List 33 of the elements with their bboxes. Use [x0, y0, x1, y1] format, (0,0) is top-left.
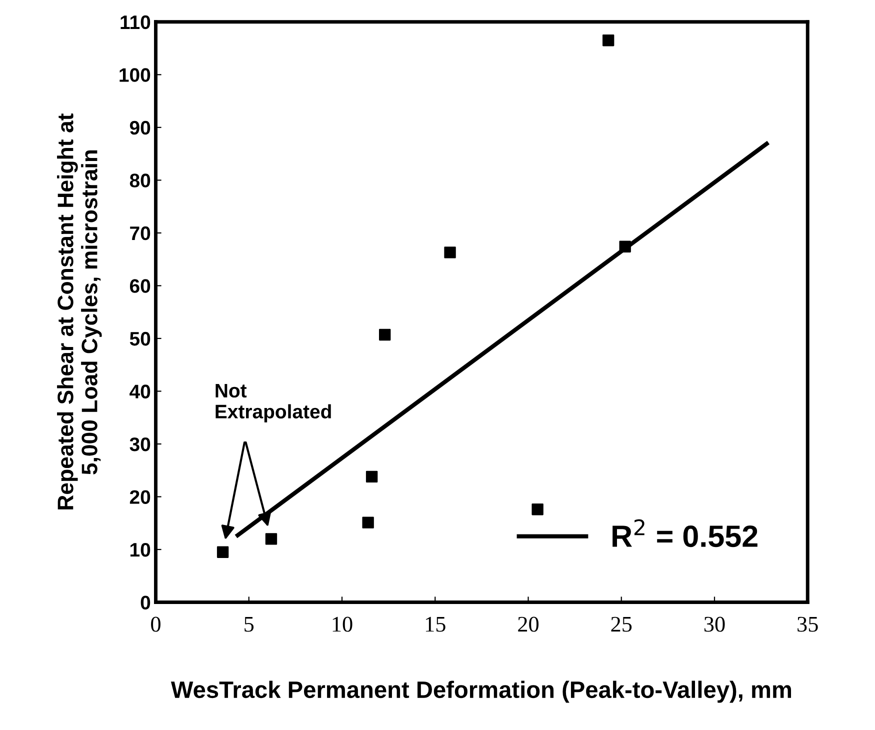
legend-label: R$^{2}$ = 0.552 — [612, 519, 758, 548]
x-tick-label: 10 — [332, 616, 352, 632]
point — [265, 533, 278, 545]
y-tick-label: 100 — [120, 68, 150, 82]
y-tick-label: 20 — [130, 490, 150, 504]
y-tick-label: 90 — [130, 120, 150, 135]
point — [366, 470, 378, 483]
point — [532, 504, 544, 516]
y-tick-label: 40 — [130, 384, 150, 398]
x-tick-label: 25 — [611, 616, 632, 632]
y-tick-label: 60 — [130, 279, 150, 293]
y-tick-label: 110 — [120, 15, 150, 30]
y-tick-label: 50 — [130, 332, 150, 346]
x-axis-title: WesTrack Permanent Deformation (Peak-to-Valley), mm — [170, 680, 792, 703]
annotation: Not Extrapolated — [216, 384, 331, 422]
point — [602, 34, 614, 46]
y-tick-label: 30 — [130, 437, 150, 452]
y-tick-label: 80 — [130, 174, 150, 188]
y-tick-label: 70 — [130, 226, 150, 240]
y-tick-label: 0 — [140, 596, 150, 610]
point — [362, 516, 374, 528]
x-tick-label: 30 — [704, 616, 725, 632]
point — [378, 328, 391, 341]
x-tick-label: 5 — [244, 617, 254, 632]
x-tick-label: 20 — [518, 616, 539, 632]
point — [619, 240, 631, 252]
point — [216, 546, 229, 558]
y-tick-label: 10 — [130, 542, 150, 557]
x-tick-label: 15 — [426, 616, 446, 632]
point — [444, 246, 456, 258]
y-axis-title: Repeated Shear at Constant Height at 5,000 Load Cycles, microstrain — [57, 114, 102, 510]
x-tick-label: 0 — [151, 616, 160, 632]
x-tick-label: 35 — [798, 616, 818, 632]
